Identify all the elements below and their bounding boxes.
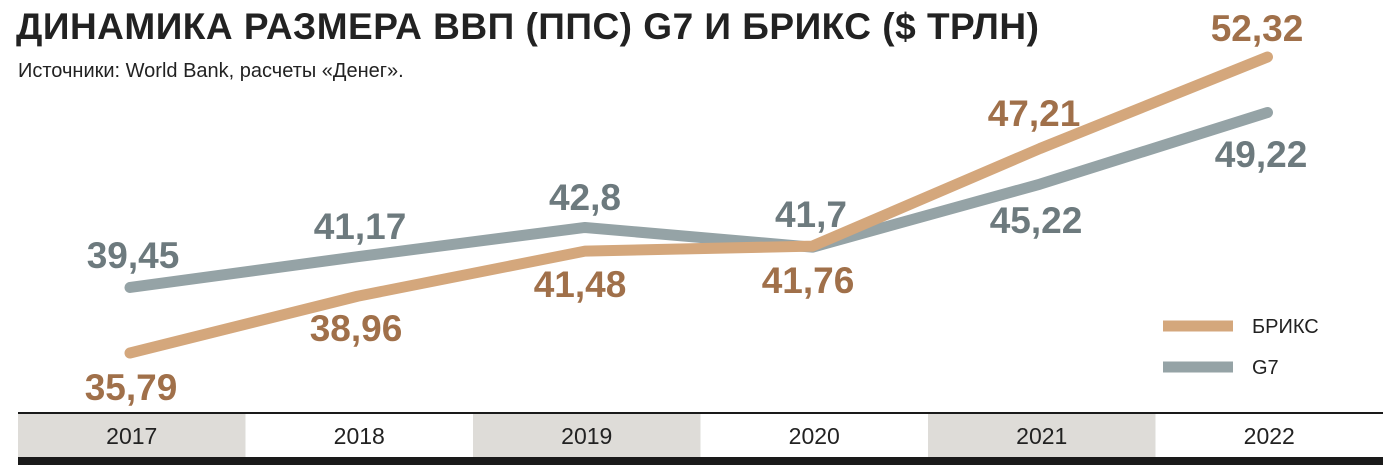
year-band-2017 xyxy=(18,413,246,457)
data-label-brics: 47,21 xyxy=(988,93,1081,134)
data-label-brics: 52,32 xyxy=(1211,8,1304,49)
x-tick-label: 2020 xyxy=(789,423,840,449)
year-band-2021 xyxy=(928,413,1156,457)
data-label-brics: 41,76 xyxy=(762,260,855,301)
data-label-brics: 38,96 xyxy=(310,308,403,349)
data-label-brics: 35,79 xyxy=(85,367,178,408)
data-label-g7: 49,22 xyxy=(1215,134,1308,175)
data-label-g7: 45,22 xyxy=(990,200,1083,241)
legend-label-brics: БРИКС xyxy=(1252,316,1319,338)
series-line-g7 xyxy=(124,107,1273,293)
x-tick-label: 2019 xyxy=(561,423,612,449)
series-line-brics xyxy=(124,51,1273,359)
data-label-g7: 41,7 xyxy=(775,194,847,235)
x-tick-label: 2018 xyxy=(334,423,385,449)
chart-title: ДИНАМИКА РАЗМЕРА ВВП (ППС) G7 И БРИКС ($… xyxy=(16,6,1040,47)
data-label-brics: 41,48 xyxy=(534,264,627,305)
data-label-g7: 39,45 xyxy=(87,235,180,276)
data-label-g7: 42,8 xyxy=(549,177,621,218)
data-label-g7: 41,17 xyxy=(314,206,407,247)
x-tick-label: 2021 xyxy=(1016,423,1067,449)
chart-subtitle: Источники: World Bank, расчеты «Денег». xyxy=(18,60,404,82)
x-tick-label: 2017 xyxy=(106,423,157,449)
x-tick-label: 2022 xyxy=(1244,423,1295,449)
x-axis-bottom-bar xyxy=(18,457,1383,465)
year-band-2019 xyxy=(473,413,701,457)
legend-label-g7: G7 xyxy=(1252,357,1279,379)
